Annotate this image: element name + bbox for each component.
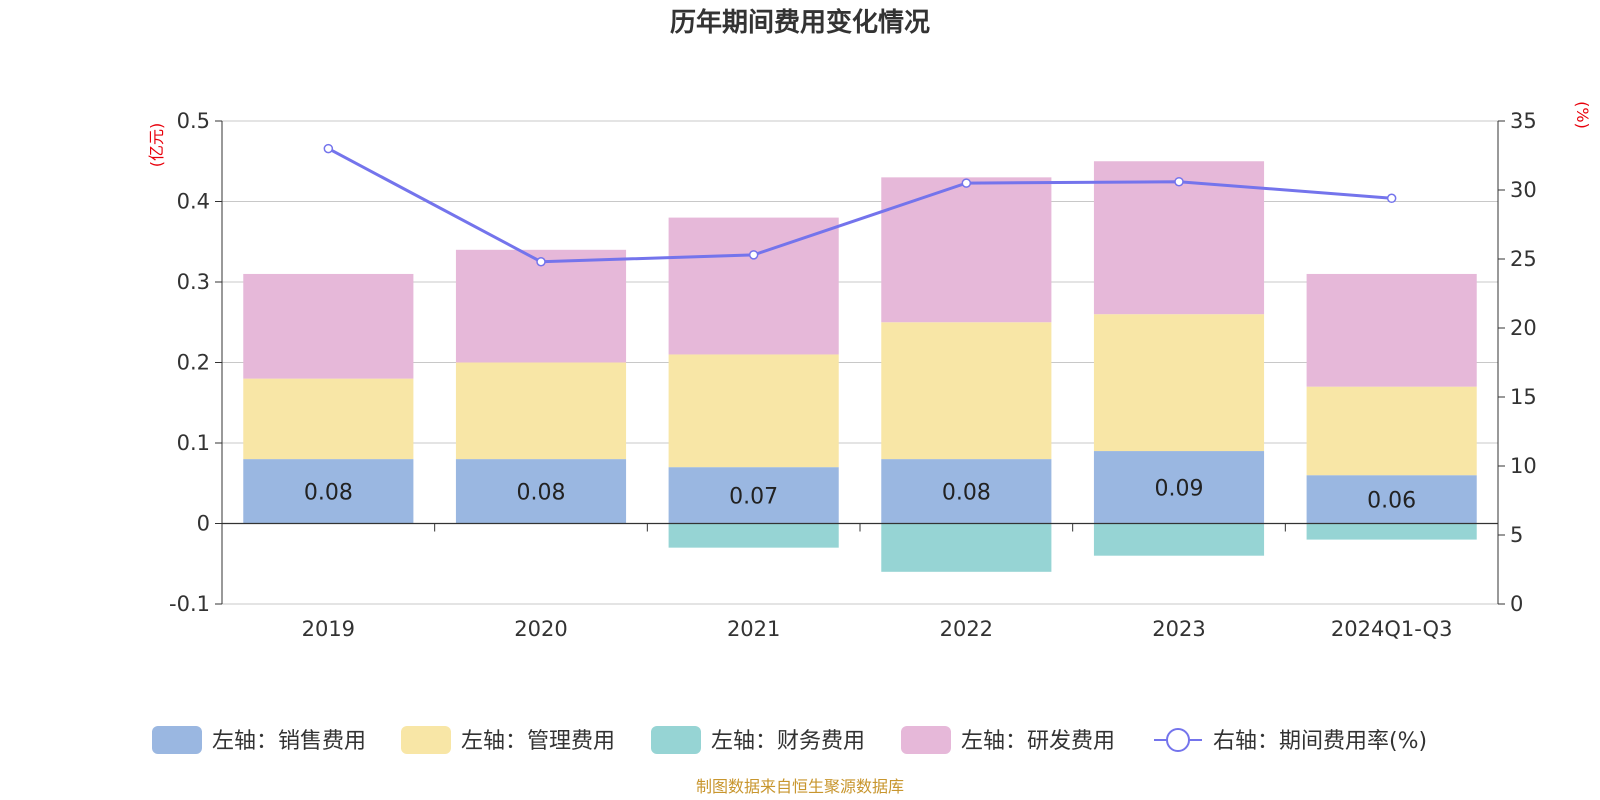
right-tick-label: 35 bbox=[1510, 109, 1537, 133]
right-tick-label: 0 bbox=[1510, 592, 1523, 616]
bar-segment bbox=[243, 378, 414, 460]
bar-segment bbox=[881, 322, 1052, 460]
legend-rate: 右轴：期间费用率(%) bbox=[1154, 728, 1427, 754]
bar-segment bbox=[1093, 451, 1265, 524]
rate-line bbox=[323, 143, 1397, 267]
rate-point bbox=[1386, 193, 1397, 204]
bar-segment bbox=[668, 354, 839, 468]
bar-segment bbox=[455, 249, 627, 363]
left-tick-label: 0.2 bbox=[177, 351, 210, 375]
left-tick-label: 0 bbox=[197, 512, 210, 536]
left-tick-label: 0.4 bbox=[177, 190, 210, 214]
legend-label: 左轴：研发费用 bbox=[961, 729, 1115, 754]
bar-segment bbox=[881, 459, 1052, 524]
left-tick-label: 0.3 bbox=[177, 270, 210, 294]
legend-swatch bbox=[152, 726, 202, 754]
bar-segment bbox=[1306, 475, 1477, 524]
category-label: 2023 bbox=[1152, 617, 1205, 641]
bar-segment bbox=[1306, 273, 1477, 387]
rate-line-path bbox=[327, 147, 1392, 264]
rate-point bbox=[1174, 176, 1184, 187]
bar-segment bbox=[1093, 314, 1265, 452]
legend-swatch bbox=[401, 726, 451, 754]
legend-swatch bbox=[651, 726, 701, 754]
bar-segment bbox=[1306, 386, 1477, 476]
bars bbox=[243, 161, 1477, 572]
category-label: 2024Q1-Q3 bbox=[1331, 617, 1453, 641]
rate-point bbox=[323, 143, 334, 154]
rate-point bbox=[748, 250, 759, 260]
right-tick-label: 25 bbox=[1510, 247, 1537, 271]
right-tick-label: 15 bbox=[1510, 385, 1537, 409]
legend-admin: 左轴：管理费用 bbox=[401, 726, 615, 754]
chart-title: 历年期间费用变化情况 bbox=[670, 7, 930, 38]
data-label: 0.08 bbox=[942, 480, 991, 505]
legend-label: 左轴：财务费用 bbox=[711, 729, 865, 754]
bar-segment bbox=[668, 217, 839, 355]
bar-segment bbox=[455, 362, 627, 460]
right-tick-label: 20 bbox=[1510, 316, 1537, 340]
bar-segment bbox=[243, 459, 414, 524]
data-label: 0.08 bbox=[517, 480, 566, 505]
category-label: 2022 bbox=[940, 617, 993, 641]
legend-finance: 左轴：财务费用 bbox=[651, 726, 865, 754]
category-label: 2021 bbox=[727, 617, 780, 641]
grid bbox=[222, 120, 1498, 605]
bar-segment bbox=[243, 273, 414, 379]
legend-rnd: 左轴：研发费用 bbox=[901, 726, 1115, 754]
rate-point bbox=[536, 257, 546, 267]
legend: 左轴：销售费用 左轴：管理费用 左轴：财务费用 左轴：研发费用 右轴：期间费用率(%) bbox=[152, 726, 1427, 754]
right-axis-unit: (%) bbox=[1573, 101, 1592, 129]
bar-segment bbox=[881, 177, 1052, 323]
right-tick-label: 10 bbox=[1510, 454, 1537, 478]
legend-swatch bbox=[901, 726, 951, 754]
legend-sales: 左轴：销售费用 bbox=[152, 726, 366, 754]
bar-segment bbox=[668, 523, 839, 548]
bar-segment bbox=[1306, 523, 1477, 540]
bar-segment bbox=[1093, 523, 1265, 556]
rate-point bbox=[961, 178, 972, 188]
legend-marker bbox=[1166, 728, 1190, 752]
data-label: 0.09 bbox=[1155, 476, 1204, 501]
bar-segment bbox=[881, 523, 1052, 572]
left-tick-label: -0.1 bbox=[169, 592, 210, 616]
bar-segment bbox=[668, 467, 839, 524]
data-labels: 0.08 0.08 0.07 0.08 0.09 0.06 bbox=[304, 476, 1416, 513]
data-label: 0.06 bbox=[1367, 488, 1416, 513]
data-label: 0.07 bbox=[729, 484, 778, 509]
category-label: 2020 bbox=[514, 617, 567, 641]
left-tick-label: 0.1 bbox=[177, 431, 210, 455]
source-note: 制图数据来自恒生聚源数据库 bbox=[696, 777, 904, 796]
legend-label: 右轴：期间费用率(%) bbox=[1213, 729, 1427, 754]
right-tick-label: 30 bbox=[1510, 178, 1537, 202]
category-label: 2019 bbox=[302, 617, 355, 641]
data-label: 0.08 bbox=[304, 480, 353, 505]
axes: -0.1 0 0.1 0.2 0.3 0.4 0.5 0 5 10 15 20 25 30 35 2019 20… bbox=[169, 109, 1537, 641]
legend-label: 左轴：销售费用 bbox=[212, 729, 366, 754]
bar-segment bbox=[455, 459, 627, 524]
left-axis-unit: (亿元) bbox=[147, 123, 166, 168]
right-tick-label: 5 bbox=[1510, 523, 1523, 547]
left-tick-label: 0.5 bbox=[177, 109, 210, 133]
legend-label: 左轴：管理费用 bbox=[461, 729, 615, 754]
